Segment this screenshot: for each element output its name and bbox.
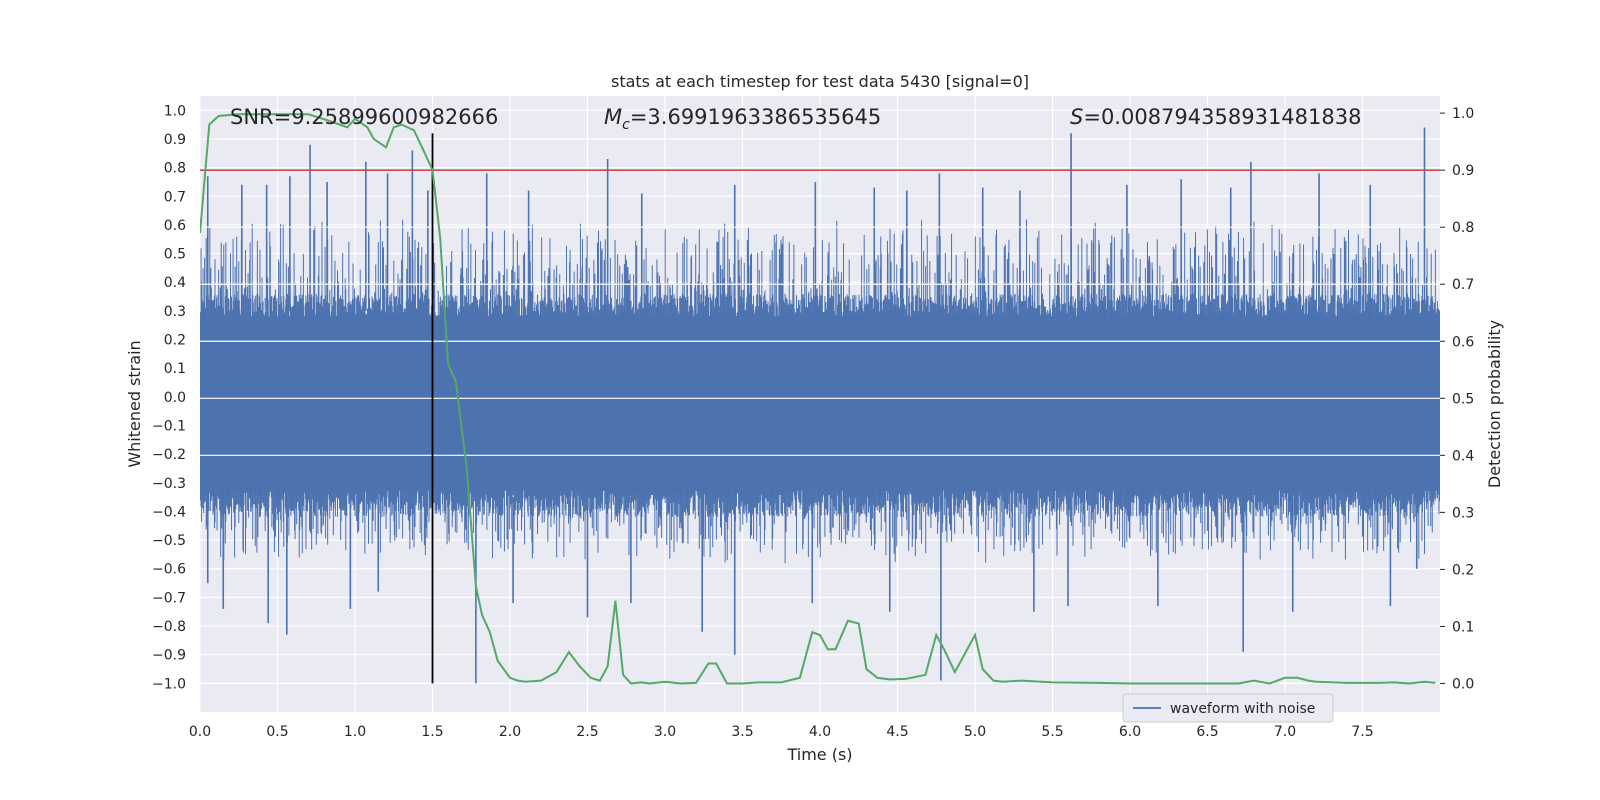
y2-tick-label: 1.0	[1452, 106, 1474, 122]
x-tick-label: 5.0	[964, 724, 986, 740]
y-tick-label: 1.0	[164, 103, 186, 119]
x-tick-label: 2.0	[499, 724, 521, 740]
x-tick-label: 4.0	[809, 724, 831, 740]
chart-title: stats at each timestep for test data 543…	[611, 72, 1029, 91]
waveform-line	[200, 219, 1440, 564]
x-tick-label: 0.5	[266, 724, 288, 740]
y-tick-label: −1.0	[152, 676, 186, 692]
x-tick-label: 0.0	[189, 724, 211, 740]
y-tick-label: 0.6	[164, 218, 186, 234]
y2-tick-label: 0.9	[1452, 163, 1474, 179]
y-tick-label: −0.3	[152, 476, 186, 492]
x-axis-label: Time (s)	[786, 745, 852, 764]
y-tick-label: −0.7	[152, 590, 186, 606]
y-tick-label: −0.1	[152, 418, 186, 434]
y-tick-label: −0.5	[152, 533, 186, 549]
y2-tick-label: 0.8	[1452, 220, 1474, 236]
x-tick-label: 6.5	[1196, 724, 1218, 740]
y2-tick-label: 0.6	[1452, 334, 1474, 350]
y-tick-label: −0.4	[152, 504, 186, 520]
y2-tick-label: 0.0	[1452, 676, 1474, 692]
x-tick-label: 3.0	[654, 724, 676, 740]
chirp-mass-symbol: M	[604, 105, 622, 129]
y-tick-label: 0.0	[164, 390, 186, 406]
waveform-series	[200, 127, 1440, 684]
legend-entry: waveform with noise	[1170, 701, 1315, 717]
y-tick-label: 0.5	[164, 247, 186, 263]
probability-line	[200, 113, 1436, 685]
right-axis-grid	[200, 226, 1440, 456]
y-axis-ticks: 1.0 0.9 0.8 0.7 0.6 0.5 0.4 0.3 0.2 0.1 0.0 −0.1 −0.…	[152, 103, 186, 692]
y-tick-label: −0.9	[152, 648, 186, 664]
y-tick-label: −0.6	[152, 562, 186, 578]
chirp-mass-annotation: Mc=3.6991963386535645	[604, 105, 881, 133]
y-tick-label: 0.8	[164, 161, 186, 177]
s-value: =0.008794358931481838	[1083, 105, 1361, 129]
y-tick-label: −0.2	[152, 447, 186, 463]
x-tick-label: 7.5	[1351, 724, 1373, 740]
chirp-mass-subscript: c	[622, 117, 630, 133]
snr-annotation: SNR=9.25899600982666	[230, 105, 498, 129]
y-tick-label: −0.8	[152, 619, 186, 635]
y-tick-label: 0.9	[164, 132, 186, 148]
s-symbol: S	[1070, 105, 1083, 129]
s-annotation: S=0.008794358931481838	[1070, 105, 1361, 129]
y2-axis-label: Detection probability	[1485, 320, 1504, 488]
y-tick-label: 0.4	[164, 275, 186, 291]
chirp-mass-value: =3.6991963386535645	[630, 105, 881, 129]
y-tick-label: 0.2	[164, 333, 186, 349]
y2-tick-label: 0.4	[1452, 448, 1474, 464]
probability-series	[200, 113, 1436, 685]
x-tick-label: 2.5	[576, 724, 598, 740]
y2-tick-label: 0.3	[1452, 505, 1474, 521]
x-tick-label: 6.0	[1119, 724, 1141, 740]
x-tick-label: 4.5	[886, 724, 908, 740]
x-tick-label: 1.0	[344, 724, 366, 740]
x-tick-label: 3.5	[731, 724, 753, 740]
y-tick-label: 0.7	[164, 189, 186, 205]
legend-box	[1122, 693, 1334, 723]
x-tick-label: 1.5	[421, 724, 443, 740]
y2-axis-ticks: 1.0 0.9 0.8 0.7 0.6 0.5 0.4 0.3 0.2 0.1 0.0	[1440, 106, 1474, 692]
y2-tick-label: 0.5	[1452, 391, 1474, 407]
y-tick-label: 0.1	[164, 361, 186, 377]
y2-tick-label: 0.7	[1452, 277, 1474, 293]
y2-tick-label: 0.1	[1452, 619, 1474, 635]
x-axis-ticks: 0.0 0.5 1.0 1.5 2.0 2.5 3.0 3.5 4.0 4.5 5.0 5.5 6.0 6…	[189, 724, 1374, 740]
legend: waveform with noise	[1122, 693, 1334, 723]
y-axis-label: Whitened strain	[125, 340, 144, 467]
y-tick-label: 0.3	[164, 304, 186, 320]
y2-tick-label: 0.2	[1452, 562, 1474, 578]
x-tick-label: 5.5	[1041, 724, 1063, 740]
x-tick-label: 7.0	[1274, 724, 1296, 740]
